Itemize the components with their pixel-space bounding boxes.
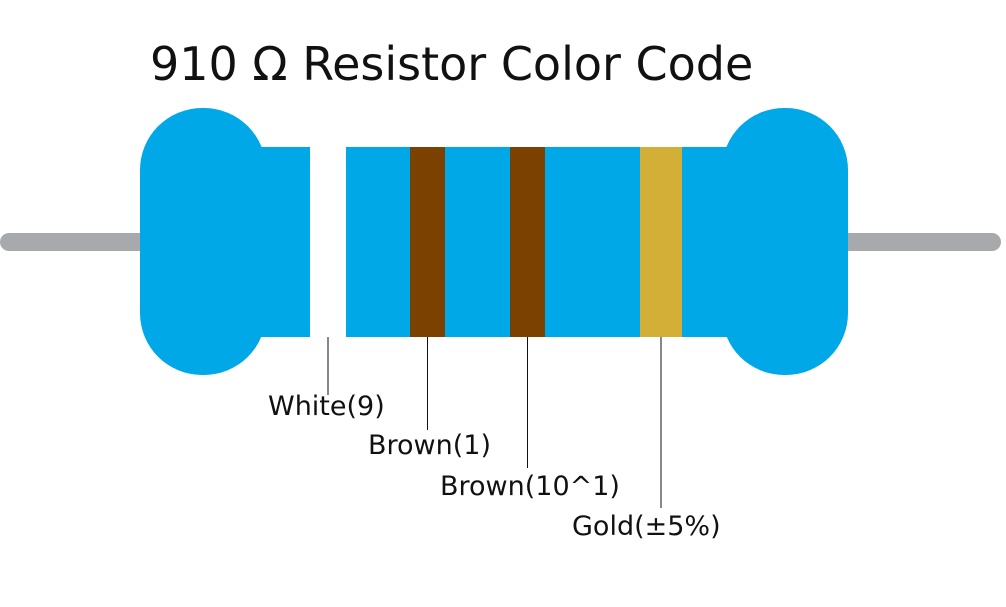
color-band: [310, 147, 346, 337]
bands: White(9) Brown(1) Brown(10^1) Gold(±5%): [268, 147, 721, 542]
band-label: White(9): [268, 391, 385, 422]
band-label: Brown(1): [368, 430, 491, 461]
color-band: [510, 147, 545, 337]
color-band: [410, 147, 445, 337]
title: 910 Ω Resistor Color Code: [150, 37, 753, 91]
band-label: Gold(±5%): [572, 511, 721, 542]
color-band: [640, 147, 682, 337]
band-label: Brown(10^1): [440, 471, 620, 502]
resistor-body: [200, 147, 790, 337]
